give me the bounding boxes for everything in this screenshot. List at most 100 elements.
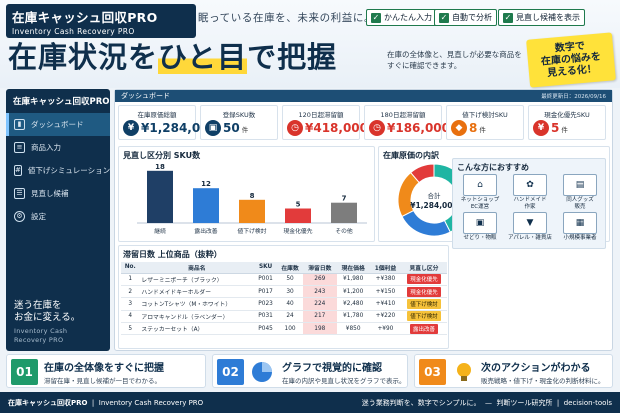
box-icon: ▣ (463, 212, 497, 234)
table-cell: 値下げ検討 (400, 310, 447, 324)
table-title: 滞留日数 上位商品（抜粋） (123, 250, 222, 259)
kpi-value: ¥186,000 (387, 121, 451, 135)
kpi-card: 現金化優先SKU ¥5 件 (528, 105, 606, 140)
recommended-user-label: 作家 (524, 204, 536, 210)
column-header: SKU (254, 262, 277, 274)
table-row[interactable]: 4 アロマキャンドル（ラベンダー） P031 24 217 ¥1,780 +¥220 値下げ検… (121, 310, 447, 324)
kpi-card: 値下げ検討SKU ◆ 8 件 (446, 105, 524, 140)
table-cell: ¥1,780 (336, 310, 370, 324)
benefit-title: 次のアクションがわかる (481, 363, 591, 374)
kpi-card: 120日超滞留額 ◷ ¥418,000 (282, 105, 368, 140)
table-cell: 現金化優先 (400, 273, 447, 286)
kpi-card: 180日超滞留額 ◷ ¥186,000 (364, 105, 450, 140)
table-row[interactable]: 3 コットンTシャツ（M・ホワイト） P023 40 224 ¥2,480 +¥410 値下げ… (121, 297, 447, 311)
benefit-card: 02 グラフで視覚的に確認 在庫の内訳や見直し状況をグラフで表示。 (212, 354, 408, 388)
table-cell: 198 (303, 322, 337, 336)
benefit-number: 01 (11, 359, 38, 385)
column-header: 在庫数 (276, 262, 304, 274)
kpi-label: 登録SKU数 (222, 111, 256, 119)
gear-icon: ⚙ (14, 211, 25, 222)
table-cell: 現金化優先 (400, 285, 447, 299)
footer-message: 迷う業務判断を、数字でシンプルに。 — 判断ツール研究所 | decision-… (361, 398, 612, 407)
table-cell: 224 (303, 297, 337, 311)
footer: 在庫キャッシュ回収PRO | Inventory Cash Recovery P… (0, 392, 620, 413)
bar (285, 208, 311, 223)
kpi-card: 在庫原価総額 ¥ ¥1,284,000 (118, 105, 217, 140)
table-cell: 2 (121, 285, 140, 299)
table-cell: レザーミニポーチ（ブラック） (139, 273, 255, 286)
dashboard-titlebar: ダッシュボード 最終更新日：2026/09/16 (115, 90, 612, 102)
callout-sticker: 数字で 在庫の悩みを 見える化！ (526, 32, 616, 88)
last-updated: 最終更新日：2026/09/16 (541, 94, 606, 100)
table-cell: 露出改善 (400, 322, 447, 336)
brand-logo: 在庫キャッシュ回収PRO Inventory Cash Recovery PRO (6, 4, 196, 38)
sidebar-item-product-input[interactable]: ≡ 商品入力 (6, 136, 110, 159)
table-cell: P001 (254, 273, 277, 286)
shop-icon: ⌂ (463, 174, 497, 196)
table-cell: 269 (303, 273, 337, 286)
intro-text: 在庫の全体像と、見直しが必要な商品をすぐに確認できます。 (387, 50, 522, 70)
check-icon: ✓ (371, 12, 381, 23)
table-cell: 243 (303, 285, 337, 299)
pie-chart-icon (252, 362, 272, 382)
kpi-card: 登録SKU数 ▣ 50 件 (200, 105, 278, 140)
column-header: 商品名 (139, 262, 255, 274)
sidebar-item-settings[interactable]: ⚙ 設定 (6, 205, 110, 228)
table-cell: 100 (276, 322, 304, 336)
status-badge: 値下げ検討 (407, 311, 441, 322)
store-icon: ▦ (563, 212, 597, 234)
clock-icon: ◷ (369, 120, 385, 136)
check-icon: ✓ (439, 12, 449, 23)
recommended-user-label: ネットショップ (460, 197, 500, 203)
column-header: 滞留日数 (303, 262, 337, 274)
recommended-user-item: ▼ アパレル・雑貨店 (507, 212, 553, 242)
bar-value-label: 18 (155, 163, 165, 171)
calculator-icon: # (14, 165, 22, 176)
table-cell: 50 (276, 273, 304, 286)
bar-category-label: その他 (335, 227, 353, 235)
table-row[interactable]: 2 ハンドメイドキーホルダー P017 30 243 ¥1,200 +¥150 現金化優先 (121, 285, 447, 299)
benefit-subtitle: 販売戦略・値下げ・現金化の判断材料に。 (481, 377, 605, 385)
sidebar-item-review-candidates[interactable]: ☰ 見直し候補 (6, 182, 110, 205)
sidebar-item-discount-simulation[interactable]: # 値下げシミュレーション (14, 165, 111, 176)
lightbulb-icon (457, 363, 471, 381)
recommended-user-label: アパレル・雑貨店 (508, 235, 552, 241)
table-cell: 24 (276, 310, 304, 324)
status-badge: 露出改善 (409, 323, 438, 334)
bar (331, 202, 357, 223)
box-icon: ▣ (205, 120, 221, 136)
recommended-user-label: せどり・物販 (463, 235, 497, 241)
recommended-user-item: ⌂ ネットショップ EC運営 (457, 174, 503, 211)
recommended-user-label: 同人グッズ (566, 197, 594, 203)
status-badge: 現金化優先 (407, 286, 441, 297)
stagnant-items-table: No. 商品名 SKU 在庫数 滞留日数 現在価格 1個利益 見直し区分 1 レザーミニポーチ（… (121, 262, 447, 336)
footer-brand: 在庫キャッシュ回収PRO | Inventory Cash Recovery P… (8, 398, 204, 407)
stagnant-table-panel: 滞留日数 上位商品（抜粋） No. 商品名 SKU 在庫数 滞留日数 現在価格 1個利益 見直… (118, 245, 449, 349)
table-cell: +¥410 (369, 297, 401, 311)
recommended-user-item: ▣ せどり・物販 (457, 212, 503, 242)
bar-category-label: 値下げ検討 (238, 227, 267, 235)
recommended-user-label: EC運営 (470, 204, 490, 210)
table-cell: アロマキャンドル（ラベンダー） (139, 310, 255, 324)
table-row[interactable]: 5 ステッカーセット（A） P045 100 198 ¥850 +¥90 露出改善 (121, 322, 447, 336)
kpi-label: 120日超滞留額 (298, 111, 344, 119)
table-cell: +¥220 (369, 310, 401, 324)
feature-badge: ✓ 自動で分析 (434, 9, 497, 26)
shirt-icon: ▼ (513, 212, 547, 234)
sidebar: 在庫キャッシュ回収PRO ▮ ダッシュボード ≡ 商品入力 # 値下げシミュレーション… (6, 89, 110, 351)
table-cell: ステッカーセット（A） (139, 322, 255, 336)
table-row[interactable]: 1 レザーミニポーチ（ブラック） P001 50 269 ¥1,980 +¥380 現金化優先 (121, 273, 447, 286)
bar-category-label: 継続 (154, 227, 166, 235)
bar-value-label: 8 (250, 192, 255, 200)
sidebar-item-dashboard[interactable]: ▮ ダッシュボード (6, 113, 110, 136)
table-cell: ¥1,200 (336, 285, 370, 299)
benefit-number: 03 (419, 359, 446, 385)
brand-title: 在庫キャッシュ回収PRO (12, 10, 158, 25)
brand-subtitle: Inventory Cash Recovery PRO (12, 27, 135, 36)
bar (193, 188, 219, 223)
kpi-value: ¥1,284,000 (141, 121, 217, 135)
sidebar-title: 在庫キャッシュ回収PRO (13, 97, 110, 107)
recommended-users-panel: こんな方におすすめ ⌂ ネットショップ EC運営 ✿ ハンドメイド 作家 ▤ 同人グッズ 販売 ▣… (452, 158, 606, 249)
bar (147, 170, 173, 223)
dashboard-panel: ダッシュボード 最終更新日：2026/09/16 在庫原価総額 ¥ ¥1,284,0… (114, 89, 613, 351)
